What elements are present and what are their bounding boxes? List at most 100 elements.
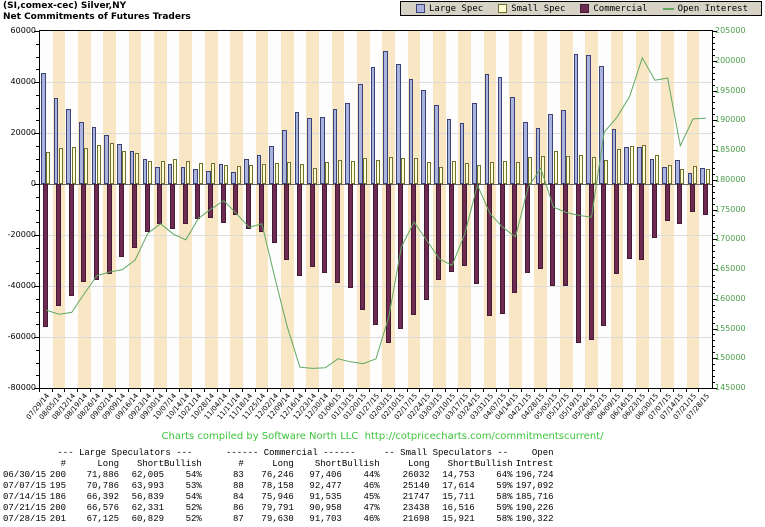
bar-large-spec: [129, 151, 135, 184]
bar-commercial: [334, 184, 340, 284]
bar-commercial: [296, 184, 302, 277]
x-axis-tick: [77, 389, 78, 392]
x-axis-tick: [267, 389, 269, 392]
bar-commercial: [651, 184, 657, 238]
gridline: [40, 82, 712, 83]
bar-small-spec: [680, 168, 685, 184]
x-axis-tick: [178, 389, 180, 392]
bar-large-spec: [358, 83, 363, 184]
y-axis-left-label: 40000: [10, 77, 36, 86]
bar-commercial: [575, 184, 581, 343]
y-axis-right-tick: [712, 102, 715, 104]
bar-small-spec: [338, 160, 343, 184]
y-axis-right-tick: [712, 60, 717, 62]
bar-commercial: [436, 184, 442, 281]
bar-commercial: [499, 184, 505, 315]
x-axis-tick: [508, 389, 510, 392]
x-axis-tick: [406, 389, 408, 392]
bar-large-spec: [510, 96, 515, 184]
stats-value: 200: [49, 470, 66, 480]
y-axis-right-tick: [712, 298, 717, 300]
y-axis-left-label: 60000: [10, 26, 36, 35]
y-axis-right-tick: [712, 120, 717, 122]
x-axis-tick: [115, 389, 117, 392]
y-axis-right-tick: [712, 358, 717, 360]
y-axis-left-tick: [36, 94, 39, 96]
stats-value: 21698: [402, 514, 430, 524]
bar-small-spec: [667, 164, 672, 184]
y-axis-right-tick: [712, 90, 717, 92]
stats-value: 59%: [496, 503, 513, 513]
bar-large-spec: [472, 102, 477, 184]
y-axis-right-label: 190000: [715, 115, 746, 125]
x-axis-tick: [571, 389, 573, 392]
x-axis-tick: [216, 389, 218, 392]
y-axis-right-tick: [712, 36, 715, 38]
bar-large-spec: [611, 128, 617, 184]
stats-value: 21747: [402, 492, 430, 502]
stats-value: 75,946: [261, 492, 294, 502]
bar-small-spec: [46, 151, 51, 184]
stats-value: 185,716: [515, 492, 554, 502]
y-axis-right-tick: [712, 155, 715, 157]
bar-large-spec: [446, 118, 452, 184]
bar-small-spec: [287, 162, 292, 184]
bar-commercial: [233, 184, 239, 215]
stats-table-container: --- Large Speculators --- ------ Commerci…: [3, 448, 554, 525]
stats-value: 76,246: [261, 470, 294, 480]
bar-small-spec: [363, 158, 368, 184]
y-axis-right-tick: [712, 274, 715, 276]
x-axis-tick: [622, 389, 624, 392]
legend-label: Large Spec: [429, 3, 484, 14]
stats-value: 79,630: [261, 514, 294, 524]
bar-commercial: [487, 184, 493, 316]
bar-small-spec: [211, 163, 216, 184]
y-axis-right-tick: [712, 150, 717, 151]
y-axis-left-tick: [36, 69, 39, 71]
stats-value: 195: [49, 481, 66, 491]
y-axis-right-tick: [712, 292, 715, 294]
bar-commercial: [322, 184, 328, 273]
stats-value: 26032: [402, 470, 430, 480]
y-axis-left-tick: [36, 260, 39, 262]
bar-small-spec: [401, 158, 406, 184]
x-axis-tick: [584, 389, 586, 392]
y-axis-right-tick: [712, 209, 717, 211]
bar-commercial: [220, 184, 226, 223]
y-axis-right-tick: [712, 48, 715, 50]
bar-commercial: [55, 184, 61, 307]
bar-commercial: [677, 184, 683, 224]
stats-value: 83: [233, 470, 244, 480]
stats-value: 45%: [363, 492, 380, 502]
bar-commercial: [474, 184, 480, 284]
bar-large-spec: [434, 104, 439, 184]
stats-value: 62,331: [131, 503, 164, 513]
y-axis-right-tick: [712, 322, 715, 324]
y-axis-left-tick: [34, 133, 39, 134]
bar-large-spec: [66, 108, 72, 184]
bar-large-spec: [675, 159, 680, 184]
stats-value: 91,535: [309, 492, 342, 502]
stats-value: 52%: [185, 514, 202, 524]
gridline: [40, 337, 712, 338]
bar-commercial: [246, 184, 252, 229]
y-axis-right-tick: [712, 221, 715, 223]
bar-small-spec: [452, 160, 457, 184]
bar-commercial: [43, 184, 49, 328]
bar-small-spec: [439, 167, 444, 184]
y-axis-right-tick: [712, 263, 715, 265]
y-axis-left-tick: [36, 324, 39, 326]
bar-large-spec: [79, 121, 84, 184]
stats-value: 91,703: [309, 514, 342, 524]
footer-credit: Charts compiled by Software North LLC ht…: [161, 431, 604, 442]
legend-item-large-spec: Large Spec: [416, 4, 483, 14]
bar-large-spec: [193, 169, 198, 184]
x-axis-tick: [165, 389, 167, 392]
stats-value: 67,125: [86, 514, 119, 524]
bar-commercial: [664, 184, 670, 221]
bar-commercial: [410, 184, 416, 316]
row-date: 07/07/15: [3, 481, 47, 491]
y-axis-left-tick: [36, 298, 39, 300]
bar-small-spec: [553, 151, 558, 184]
stats-value: 66,392: [86, 492, 119, 502]
